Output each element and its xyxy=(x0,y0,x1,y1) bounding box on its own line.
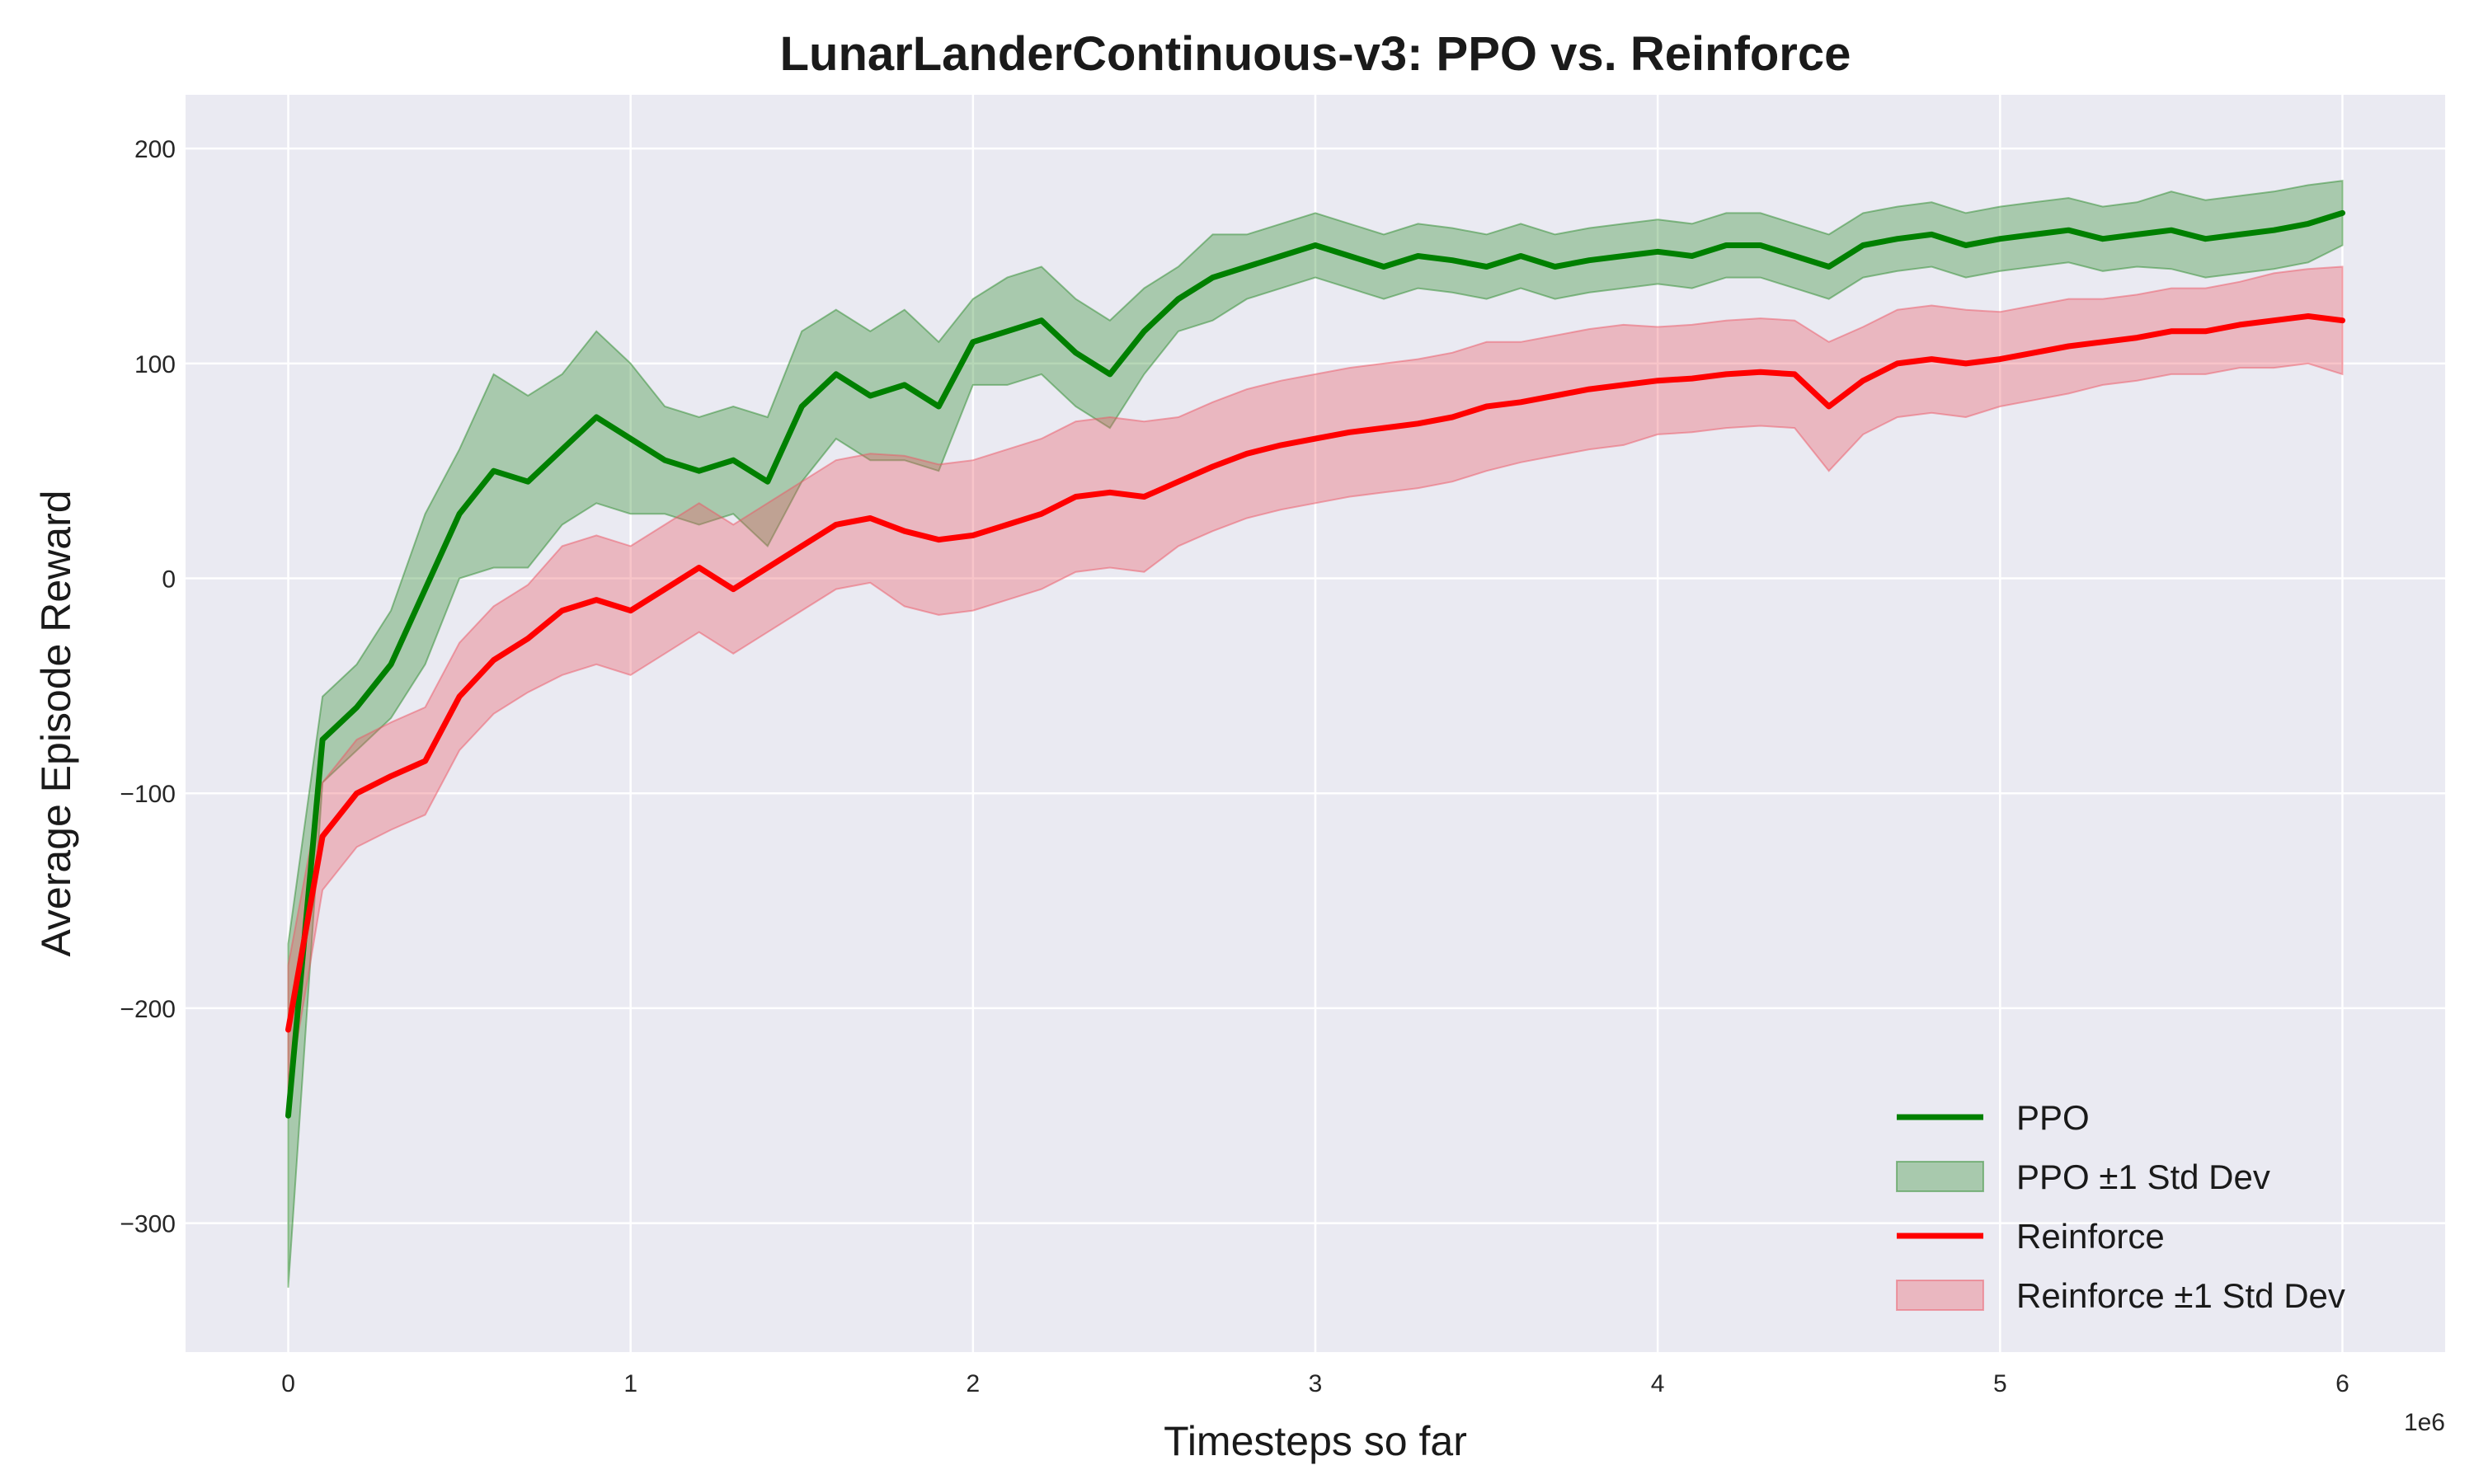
x-tick-label: 2 xyxy=(967,1370,981,1397)
band-reinforce xyxy=(287,265,2344,1095)
grid xyxy=(186,95,2445,1352)
legend-label-ppo: PPO xyxy=(2016,1098,2090,1137)
y-tick-label: −200 xyxy=(120,996,176,1023)
legend-label-reinforce: Reinforce xyxy=(2016,1217,2165,1256)
chart-title: LunarLanderContinuous-v3: PPO vs. Reinfo… xyxy=(780,27,1851,81)
x-tick-label: 6 xyxy=(2335,1370,2349,1397)
y-tick-label: 0 xyxy=(162,566,176,594)
tick-labels: 0 1 2 3 4 5 6 −300 −200 −100 0 100 200 xyxy=(120,136,2349,1397)
x-tick-label: 3 xyxy=(1309,1370,1323,1397)
y-axis-label: Average Episode Reward xyxy=(33,490,79,956)
y-tick-label: −100 xyxy=(120,781,176,808)
band-ppo xyxy=(287,180,2344,1288)
y-tick-label: −300 xyxy=(120,1211,176,1238)
x-tick-label: 5 xyxy=(1993,1370,2007,1397)
line-reinforce xyxy=(285,313,2345,1033)
x-tick-label: 0 xyxy=(281,1370,295,1397)
x-axis-label: Timesteps so far xyxy=(1164,1418,1467,1464)
std-bands xyxy=(287,180,2344,1288)
x-tick-label: 1 xyxy=(623,1370,637,1397)
legend-label-reinforce-band: Reinforce ±1 Std Dev xyxy=(2016,1276,2345,1315)
x-axis-offset-label: 1e6 xyxy=(2404,1409,2445,1436)
legend: PPO PPO ±1 Std Dev Reinforce Reinforce ±… xyxy=(1896,1098,2345,1315)
y-tick-label: 200 xyxy=(134,136,176,163)
legend-swatch-reinforce-band xyxy=(1896,1280,1984,1311)
y-tick-label: 100 xyxy=(134,351,176,378)
legend-label-ppo-band: PPO ±1 Std Dev xyxy=(2016,1158,2270,1196)
legend-swatch-ppo-band xyxy=(1896,1161,1984,1192)
line-ppo xyxy=(285,209,2345,1119)
series-lines xyxy=(285,209,2345,1119)
x-tick-label: 4 xyxy=(1651,1370,1665,1397)
